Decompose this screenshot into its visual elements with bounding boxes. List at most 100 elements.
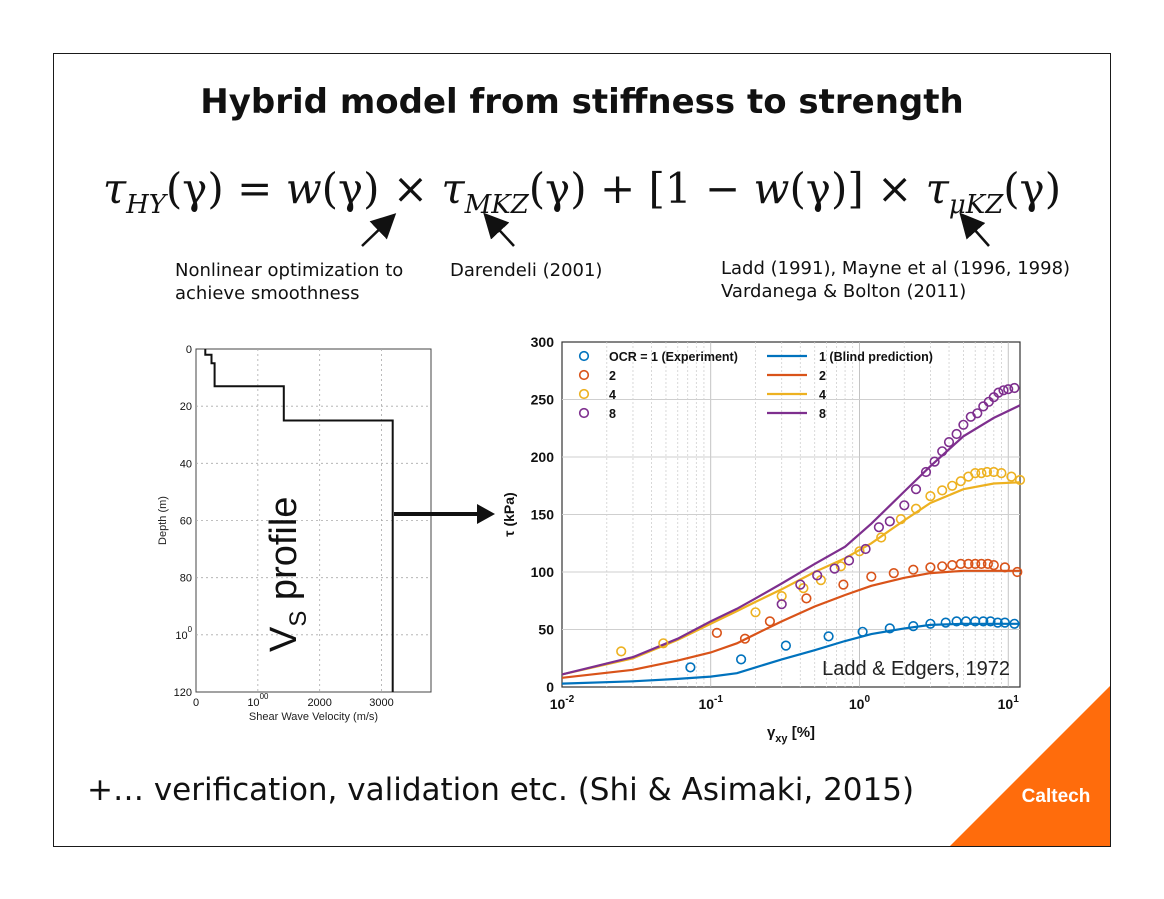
experiment-point xyxy=(937,561,948,572)
y-tick-label: 80 xyxy=(180,573,192,585)
legend-label: 4 xyxy=(609,388,616,402)
experiment-point xyxy=(947,480,958,491)
legend-label: 8 xyxy=(819,407,826,421)
legend-label: OCR = 1 (Experiment) xyxy=(609,350,738,364)
experiment-point xyxy=(795,579,806,590)
x-axis-label: γxy [%] xyxy=(767,724,815,745)
experiment-point xyxy=(823,631,834,642)
experiment-point xyxy=(943,436,955,448)
x-tick-label: 101 xyxy=(998,694,1020,712)
prediction-line xyxy=(561,404,1021,676)
legend-label: 2 xyxy=(819,369,826,383)
experiment-point xyxy=(895,514,907,525)
experiment-point xyxy=(866,571,877,582)
experiment-point xyxy=(925,491,936,502)
experiment-point xyxy=(972,408,983,419)
experiment-point xyxy=(658,638,669,649)
stress-strain-chart: 0 50 100 150 200 250 300 10-2 10-1 100 101 OCR = 1 … xyxy=(501,334,1026,745)
vs-profile-chart: 0 1000 2000 3000 0 20 40 60 80 100 120 Shear Wave V… xyxy=(157,344,432,723)
x-tick-label: 3000 xyxy=(369,697,393,709)
experiment-point xyxy=(843,555,855,566)
y-tick-label: 60 xyxy=(180,516,192,528)
experiment-point xyxy=(908,564,919,575)
eq-sub-hy: HY xyxy=(126,190,166,220)
experiment-point xyxy=(955,558,966,569)
experiment-point xyxy=(937,446,948,457)
arrow-to-tau-ukz xyxy=(959,212,990,247)
experiment-point xyxy=(711,627,722,639)
experiment-point xyxy=(910,503,922,514)
experiment-point xyxy=(1009,618,1020,629)
experiment-point xyxy=(940,617,951,628)
experiment-point xyxy=(835,561,847,572)
experiment-point xyxy=(1014,474,1026,486)
hybrid-equation: τHY(γ) = w(γ) × τMKZ(γ) + [1 − w(γ)] × τ… xyxy=(54,164,1110,220)
brand-triangle xyxy=(950,686,1110,846)
eq-part: (γ) = xyxy=(165,164,286,213)
experiment-point xyxy=(925,618,936,629)
y-tick-label: 100 xyxy=(175,625,192,642)
legend-label: 4 xyxy=(819,388,826,402)
prediction-line xyxy=(561,569,1020,679)
experiment-point xyxy=(999,562,1011,573)
eq-part: (γ) + [1 − xyxy=(528,164,754,213)
experiment-point xyxy=(993,387,1004,398)
note-ladd: Ladd (1991), Mayne et al (1996, 1998) Va… xyxy=(721,257,1070,303)
note-line: Ladd (1991), Mayne et al (1996, 1998) xyxy=(721,258,1071,279)
experiment-point xyxy=(996,468,1007,479)
experiment-point xyxy=(873,522,885,533)
experiment-point xyxy=(970,558,981,569)
note-line: Nonlinear optimization to xyxy=(175,260,404,281)
experiment-point xyxy=(951,428,962,440)
experiment-point xyxy=(976,558,987,569)
experiment-point xyxy=(970,468,981,479)
legend-label: 1 (Blind prediction) xyxy=(819,350,933,364)
experiment-point xyxy=(985,616,996,627)
brand-label: Caltech xyxy=(1022,786,1091,807)
arrow-to-tau-mkz xyxy=(483,212,515,247)
arrow-to-w xyxy=(361,213,397,247)
experiment-point xyxy=(1009,382,1020,394)
legend-label: 2 xyxy=(609,369,616,383)
experiment-point xyxy=(750,607,761,618)
experiment-point xyxy=(801,593,812,604)
eq-tau-ukz: τ xyxy=(925,164,949,213)
slide-title: Hybrid model from stiffness to strength xyxy=(200,82,964,122)
experiment-point xyxy=(988,466,999,478)
experiment-point xyxy=(978,616,989,627)
y-tick-label: 40 xyxy=(180,458,192,470)
eq-tau-hy: τ xyxy=(102,164,127,213)
slide: Hybrid model from stiffness to strength … xyxy=(53,53,1111,847)
experiment-point xyxy=(1012,566,1023,578)
experiment-point xyxy=(925,562,936,573)
footer-text: +… verification, validation etc. (Shi & … xyxy=(87,772,915,808)
experiment-point xyxy=(888,568,899,579)
experiment-point xyxy=(685,662,696,673)
y-tick-label: 20 xyxy=(180,401,192,413)
x-tick-label: 0 xyxy=(193,697,199,709)
x-tick-label: 10-2 xyxy=(550,694,575,712)
experiment-point xyxy=(998,385,1009,396)
experiment-point xyxy=(739,633,751,644)
eq-part: (γ) × xyxy=(321,164,442,213)
experiment-point xyxy=(860,543,871,555)
vs-profile-line xyxy=(204,349,394,692)
y-tick-label: 100 xyxy=(531,564,555,580)
experiment-point xyxy=(981,466,993,478)
y-axis-label: Depth (m) xyxy=(157,496,169,545)
experiment-point xyxy=(812,570,823,581)
experiment-point xyxy=(884,623,895,634)
y-axis-label: τ (kPa) xyxy=(501,492,517,536)
eq-w: w xyxy=(753,164,790,213)
experiment-point xyxy=(854,546,865,557)
experiment-point xyxy=(857,626,868,637)
experiment-point xyxy=(1003,384,1014,395)
annotation-arrows xyxy=(361,212,990,247)
x-tick-label: 2000 xyxy=(307,697,331,709)
vs-profile-overlay: VS profile xyxy=(263,497,312,652)
legend-label: 8 xyxy=(609,407,616,421)
eq-tau-mkz: τ xyxy=(441,164,465,213)
legend-marker xyxy=(578,388,590,400)
y-tick-label: 300 xyxy=(531,334,555,350)
experiment-point xyxy=(780,640,792,651)
